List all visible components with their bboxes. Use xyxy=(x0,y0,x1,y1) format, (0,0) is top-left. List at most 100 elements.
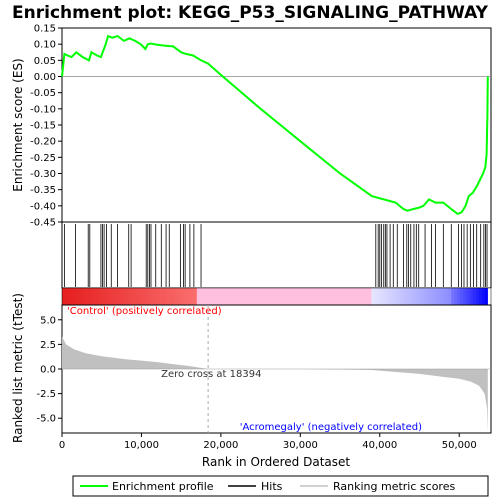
color-bar-segment xyxy=(264,288,268,305)
color-bar-segment xyxy=(77,288,81,305)
color-bar-segment xyxy=(175,288,179,305)
es-y-tick-label: -0.40 xyxy=(30,201,56,212)
color-bar-segment xyxy=(248,288,253,305)
color-bar-segment xyxy=(193,288,198,305)
es-y-tick-label: -0.25 xyxy=(30,153,56,164)
color-bar-segment xyxy=(291,288,296,305)
color-bar-segment xyxy=(74,288,78,305)
color-bar-segment xyxy=(126,288,130,305)
hits-panel-frame xyxy=(61,221,492,289)
color-bar-segment xyxy=(144,288,149,305)
metric-y-tick-label: 5.0 xyxy=(40,315,56,326)
color-bar-segment xyxy=(392,288,397,305)
color-bar-segment xyxy=(445,288,449,305)
color-bar-segment xyxy=(448,288,452,305)
color-bar-segment xyxy=(294,288,299,305)
color-bar-segment xyxy=(187,288,192,305)
es-y-tick-label: -0.05 xyxy=(30,88,56,99)
color-bar-segment xyxy=(135,288,139,305)
es-panel-frame xyxy=(61,27,492,223)
color-bar-segment xyxy=(454,288,458,305)
color-bar-segment xyxy=(460,288,464,305)
color-bar-segment xyxy=(120,288,124,305)
color-bar-segment xyxy=(435,288,440,305)
color-bar-segment xyxy=(414,288,418,305)
metric-y-tick-label: -5.0 xyxy=(36,414,56,425)
x-axis: 0 10,000 20,000 30,000 40,000 50,000 xyxy=(59,433,477,451)
metric-y-axis-label: Ranked list metric (tTest) xyxy=(11,293,25,443)
color-bar-segment xyxy=(417,288,421,305)
color-bar-segment xyxy=(288,288,293,305)
es-y-tick-label: -0.45 xyxy=(30,218,56,229)
color-bar-segment xyxy=(163,288,167,305)
metric-y-tick-label: -2.5 xyxy=(36,389,56,400)
color-bar-segment xyxy=(307,288,311,305)
color-bar-segment xyxy=(346,288,351,305)
color-bar-segment xyxy=(423,288,428,305)
color-bar-segment xyxy=(221,288,225,305)
color-bar-segment xyxy=(356,288,360,305)
metric-y-tick-label: 2.5 xyxy=(40,340,56,351)
color-bar-segment xyxy=(202,288,207,305)
color-bar-segment xyxy=(215,288,219,305)
color-bar-segment xyxy=(374,288,379,305)
metric-y-tick-label: 0.0 xyxy=(40,365,56,376)
color-bar-segment xyxy=(429,288,434,305)
color-bar-segment xyxy=(377,288,382,305)
color-bar-segment xyxy=(92,288,97,305)
color-bar-segment xyxy=(451,288,455,305)
color-bar-segment xyxy=(365,288,369,305)
color-bar-segment xyxy=(426,288,431,305)
color-bar-segment xyxy=(212,288,216,305)
color-bar-segment xyxy=(196,288,201,305)
zero-cross-label: Zero cross at 18394 xyxy=(161,369,261,380)
color-bar-segment xyxy=(218,288,222,305)
color-bar-segment xyxy=(178,288,182,305)
color-bar-segment xyxy=(107,288,112,305)
color-bar-segment xyxy=(316,288,320,305)
color-bar-segment xyxy=(319,288,323,305)
hit-marks xyxy=(63,224,488,287)
color-bar-segment xyxy=(396,288,400,305)
color-bar-segment xyxy=(227,288,231,305)
color-bar-segment xyxy=(169,288,173,305)
color-bar-segment xyxy=(245,288,250,305)
color-bar-segment xyxy=(251,288,256,305)
color-bar-segment xyxy=(224,288,228,305)
color-bar-segment xyxy=(282,288,287,305)
color-bar-segment xyxy=(147,288,152,305)
color-bar-segment xyxy=(141,288,146,305)
color-bar-segment xyxy=(343,288,348,305)
es-y-tick-label: -0.30 xyxy=(30,169,56,180)
enrichment-profile-line xyxy=(61,34,489,216)
color-bar-segment xyxy=(101,288,106,305)
color-bar-segment xyxy=(86,288,90,305)
color-bar-segment xyxy=(95,288,100,305)
color-bar-segment xyxy=(386,288,391,305)
color-bar-segment xyxy=(153,288,158,305)
legend: Enrichment profile Hits Ranking metric s… xyxy=(72,475,489,497)
legend-hits-label: Hits xyxy=(261,480,283,493)
color-bar-segment xyxy=(62,288,66,305)
color-bar-segment xyxy=(276,288,280,305)
color-bar-segment xyxy=(273,288,277,305)
color-bar-segment xyxy=(368,288,372,305)
color-bar-segment xyxy=(322,288,326,305)
color-bar-segment xyxy=(132,288,136,305)
color-bar-segment xyxy=(285,288,290,305)
color-bar-segment xyxy=(350,288,354,305)
es-y-tick-label: 0.05 xyxy=(34,56,56,67)
color-bar-segment xyxy=(313,288,317,305)
color-bar-segment xyxy=(206,288,210,305)
color-bar-segment xyxy=(487,288,492,305)
x-tick-label: 30,000 xyxy=(283,440,318,451)
color-bar-segment xyxy=(325,288,329,305)
color-bar-segment xyxy=(478,288,483,305)
color-bar-segment xyxy=(83,288,87,305)
color-bar-segment xyxy=(389,288,394,305)
es-y-tick-label: 0.10 xyxy=(34,40,56,51)
metric-panel: 5.0 2.5 0.0 -2.5 -5.0 'Control' (positively … xyxy=(36,304,492,434)
x-tick-label: 50,000 xyxy=(442,440,477,451)
color-bar-segment xyxy=(359,288,363,305)
